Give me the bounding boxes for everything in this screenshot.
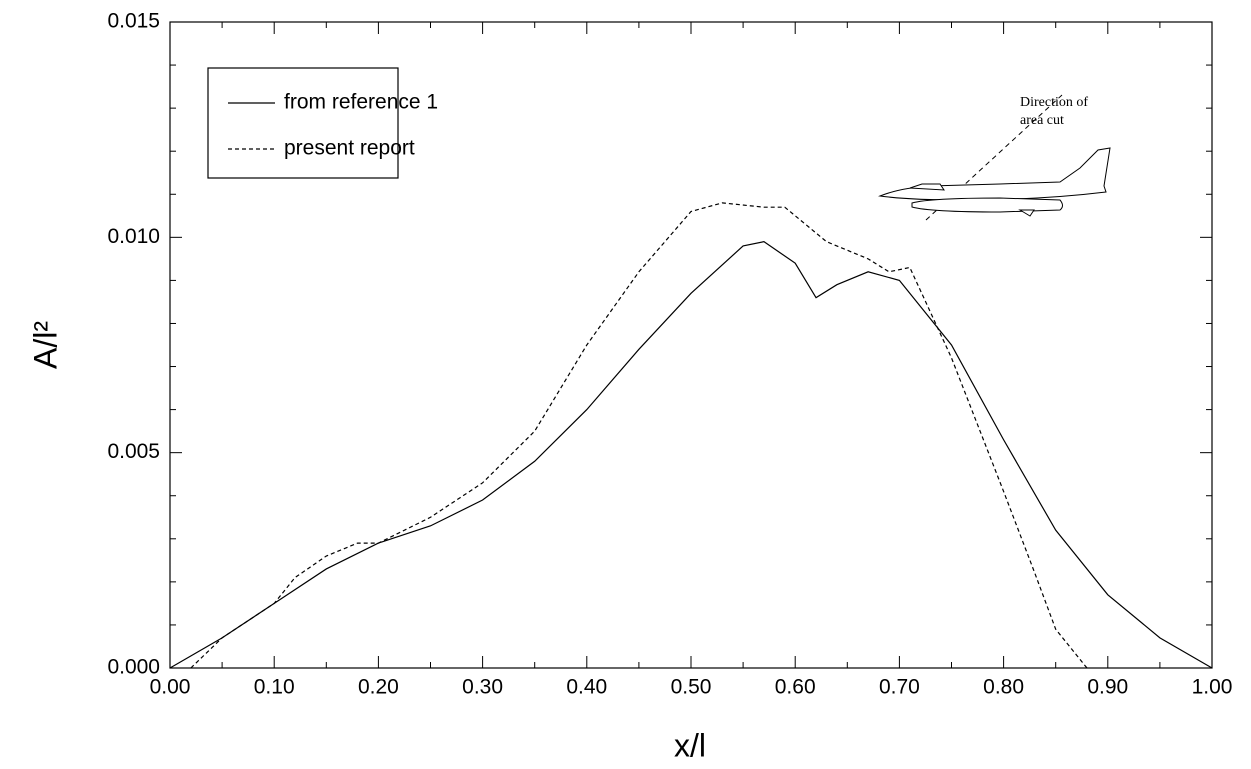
series-line xyxy=(190,202,1088,669)
y-axis-title: A/l² xyxy=(27,321,63,369)
legend-label: present report xyxy=(284,137,415,160)
x-tick-label: 0.50 xyxy=(671,676,712,699)
series-line xyxy=(169,241,1213,669)
y-tick-label: 0.005 xyxy=(107,440,160,463)
annotation: area cut xyxy=(1020,113,1064,128)
airplane-icon xyxy=(878,94,1111,221)
x-tick-label: 0.20 xyxy=(358,676,399,699)
x-tick-label: 0.90 xyxy=(1087,676,1128,699)
legend-box xyxy=(207,67,399,179)
fuselage xyxy=(878,147,1111,201)
fin xyxy=(1018,209,1035,217)
y-tick-label: 0.010 xyxy=(107,225,160,248)
x-tick-label: 0.00 xyxy=(150,676,191,699)
x-tick-label: 0.80 xyxy=(983,676,1024,699)
x-tick-label: 0.60 xyxy=(775,676,816,699)
legend-label: from reference 1 xyxy=(284,91,438,114)
y-tick-label: 0.000 xyxy=(107,656,160,679)
nacelle xyxy=(911,197,1063,213)
x-tick-label: 0.30 xyxy=(462,676,503,699)
x-tick-label: 0.70 xyxy=(879,676,920,699)
x-tick-label: 0.10 xyxy=(254,676,295,699)
cockpit xyxy=(909,183,945,191)
annotation: Direction of xyxy=(1020,95,1088,110)
x-tick-label: 0.40 xyxy=(566,676,607,699)
x-tick-label: 1.00 xyxy=(1192,676,1233,699)
x-axis-title: x/l xyxy=(674,727,706,763)
y-tick-label: 0.015 xyxy=(107,10,160,33)
